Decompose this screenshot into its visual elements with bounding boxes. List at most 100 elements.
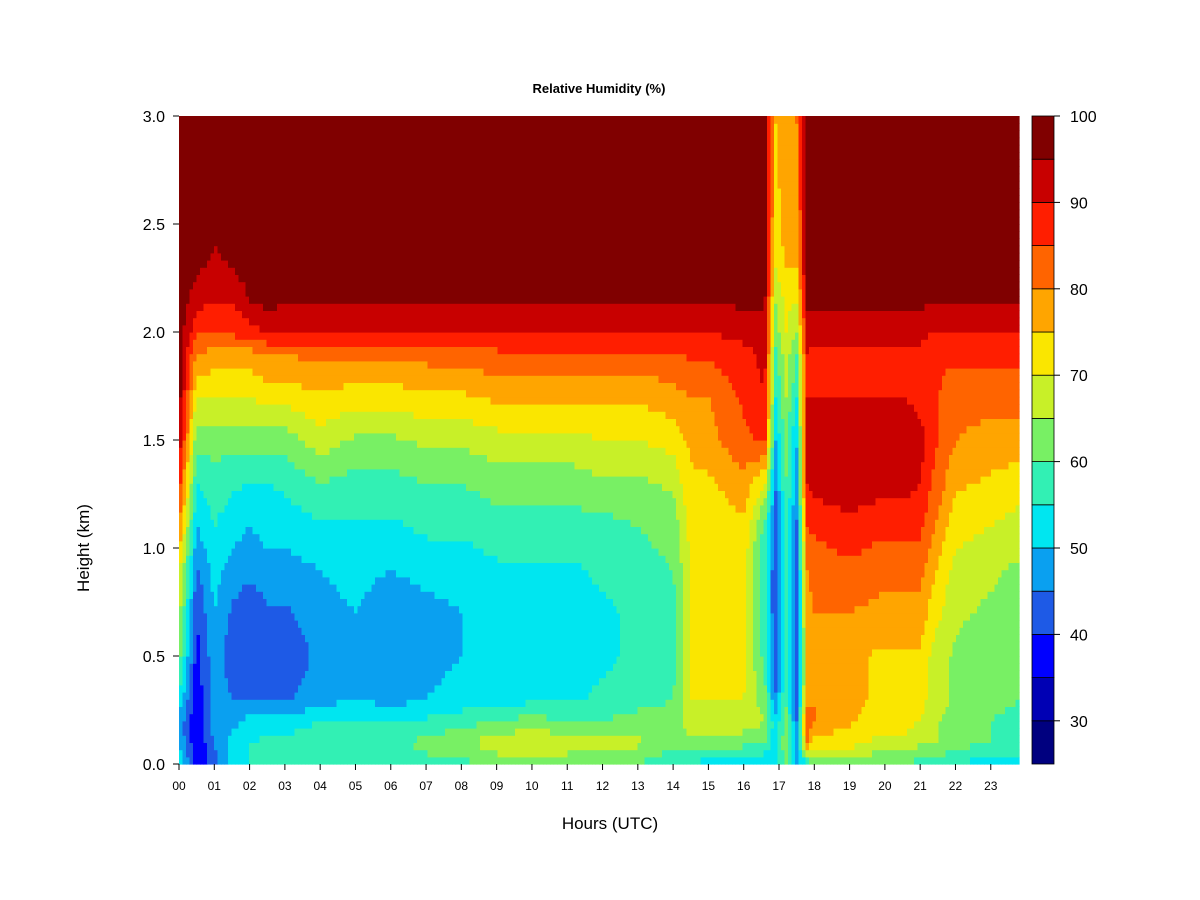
heatmap-cell <box>319 188 323 196</box>
heatmap-cell <box>246 195 250 203</box>
heatmap-cell <box>344 231 348 239</box>
heatmap-cell <box>207 426 211 434</box>
heatmap-cell <box>351 469 355 477</box>
heatmap-cell <box>253 231 257 239</box>
heatmap-cell <box>347 519 351 527</box>
heatmap-cell <box>218 116 222 124</box>
heatmap-cell <box>235 699 239 707</box>
heatmap-cell <box>246 354 250 362</box>
heatmap-cell <box>326 706 330 714</box>
heatmap-cell <box>298 519 302 527</box>
heatmap-cell <box>288 123 292 131</box>
heatmap-cell <box>267 699 271 707</box>
heatmap-cell <box>295 346 299 354</box>
heatmap-cell <box>249 253 253 261</box>
heatmap-cell <box>263 656 267 664</box>
heatmap-cell <box>319 757 323 765</box>
heatmap-cell <box>284 555 288 563</box>
heatmap-cell <box>211 274 215 282</box>
heatmap-cell <box>235 512 239 520</box>
heatmap-cell <box>232 440 236 448</box>
heatmap-cell <box>330 757 334 765</box>
heatmap-cell <box>319 339 323 347</box>
heatmap-cell <box>249 685 253 693</box>
heatmap-cell <box>263 750 267 758</box>
heatmap-cell <box>319 526 323 534</box>
heatmap-cell <box>288 174 292 182</box>
heatmap-cell <box>284 404 288 412</box>
heatmap-cell <box>263 728 267 736</box>
heatmap-cell <box>270 462 274 470</box>
heatmap-cell <box>291 498 295 506</box>
heatmap-cell <box>351 318 355 326</box>
heatmap-cell <box>368 663 372 671</box>
heatmap-cell <box>239 584 243 592</box>
heatmap-cell <box>246 382 250 390</box>
heatmap-cell <box>312 433 316 441</box>
heatmap-cell <box>242 519 246 527</box>
heatmap-cell <box>267 296 271 304</box>
heatmap-cell <box>274 663 278 671</box>
heatmap-cell <box>337 462 341 470</box>
heatmap-cell <box>218 670 222 678</box>
heatmap-cell <box>242 210 246 218</box>
heatmap-cell <box>344 685 348 693</box>
heatmap-cell <box>270 195 274 203</box>
heatmap-cell <box>221 714 225 722</box>
heatmap-cell <box>211 692 215 700</box>
heatmap-cell <box>253 238 257 246</box>
heatmap-cell <box>197 332 201 340</box>
heatmap-cell <box>330 130 334 138</box>
heatmap-cell <box>291 195 295 203</box>
heatmap-cell <box>253 699 257 707</box>
heatmap-cell <box>204 483 208 491</box>
heatmap-cell <box>316 318 320 326</box>
heatmap-cell <box>211 130 215 138</box>
heatmap-cell <box>232 606 236 614</box>
heatmap-cell <box>354 202 358 210</box>
heatmap-cell <box>270 174 274 182</box>
heatmap-cell <box>228 390 232 398</box>
heatmap-cell <box>242 447 246 455</box>
heatmap-cell <box>333 519 337 527</box>
heatmap-cell <box>256 613 260 621</box>
heatmap-cell <box>340 138 344 146</box>
heatmap-cell <box>340 325 344 333</box>
heatmap-cell <box>214 462 218 470</box>
heatmap-cell <box>319 490 323 498</box>
heatmap-cell <box>281 195 285 203</box>
heatmap-cell <box>204 447 208 455</box>
heatmap-cell <box>351 296 355 304</box>
heatmap-cell <box>260 613 264 621</box>
heatmap-cell <box>225 238 229 246</box>
heatmap-cell <box>183 447 187 455</box>
heatmap-cell <box>361 145 365 153</box>
heatmap-cell <box>249 649 253 657</box>
heatmap-cell <box>319 440 323 448</box>
heatmap-cell <box>337 613 341 621</box>
heatmap-cell <box>179 202 183 210</box>
heatmap-cell <box>305 202 309 210</box>
heatmap-cell <box>249 498 253 506</box>
heatmap-cell <box>235 462 239 470</box>
heatmap-cell <box>242 411 246 419</box>
heatmap-cell <box>354 584 358 592</box>
heatmap-cell <box>232 390 236 398</box>
heatmap-cell <box>298 692 302 700</box>
heatmap-cell <box>274 541 278 549</box>
heatmap-cell <box>326 570 330 578</box>
heatmap-cell <box>340 210 344 218</box>
heatmap-cell <box>239 598 243 606</box>
heatmap-cell <box>365 123 369 131</box>
heatmap-cell <box>361 411 365 419</box>
heatmap-cell <box>358 123 362 131</box>
heatmap-cell <box>365 634 369 642</box>
heatmap-cell <box>284 238 288 246</box>
heatmap-cell <box>326 231 330 239</box>
heatmap-cell <box>347 145 351 153</box>
heatmap-cell <box>302 202 306 210</box>
heatmap-cell <box>270 584 274 592</box>
heatmap-cell <box>183 246 187 254</box>
heatmap-cell <box>295 735 299 743</box>
heatmap-cell <box>277 138 281 146</box>
